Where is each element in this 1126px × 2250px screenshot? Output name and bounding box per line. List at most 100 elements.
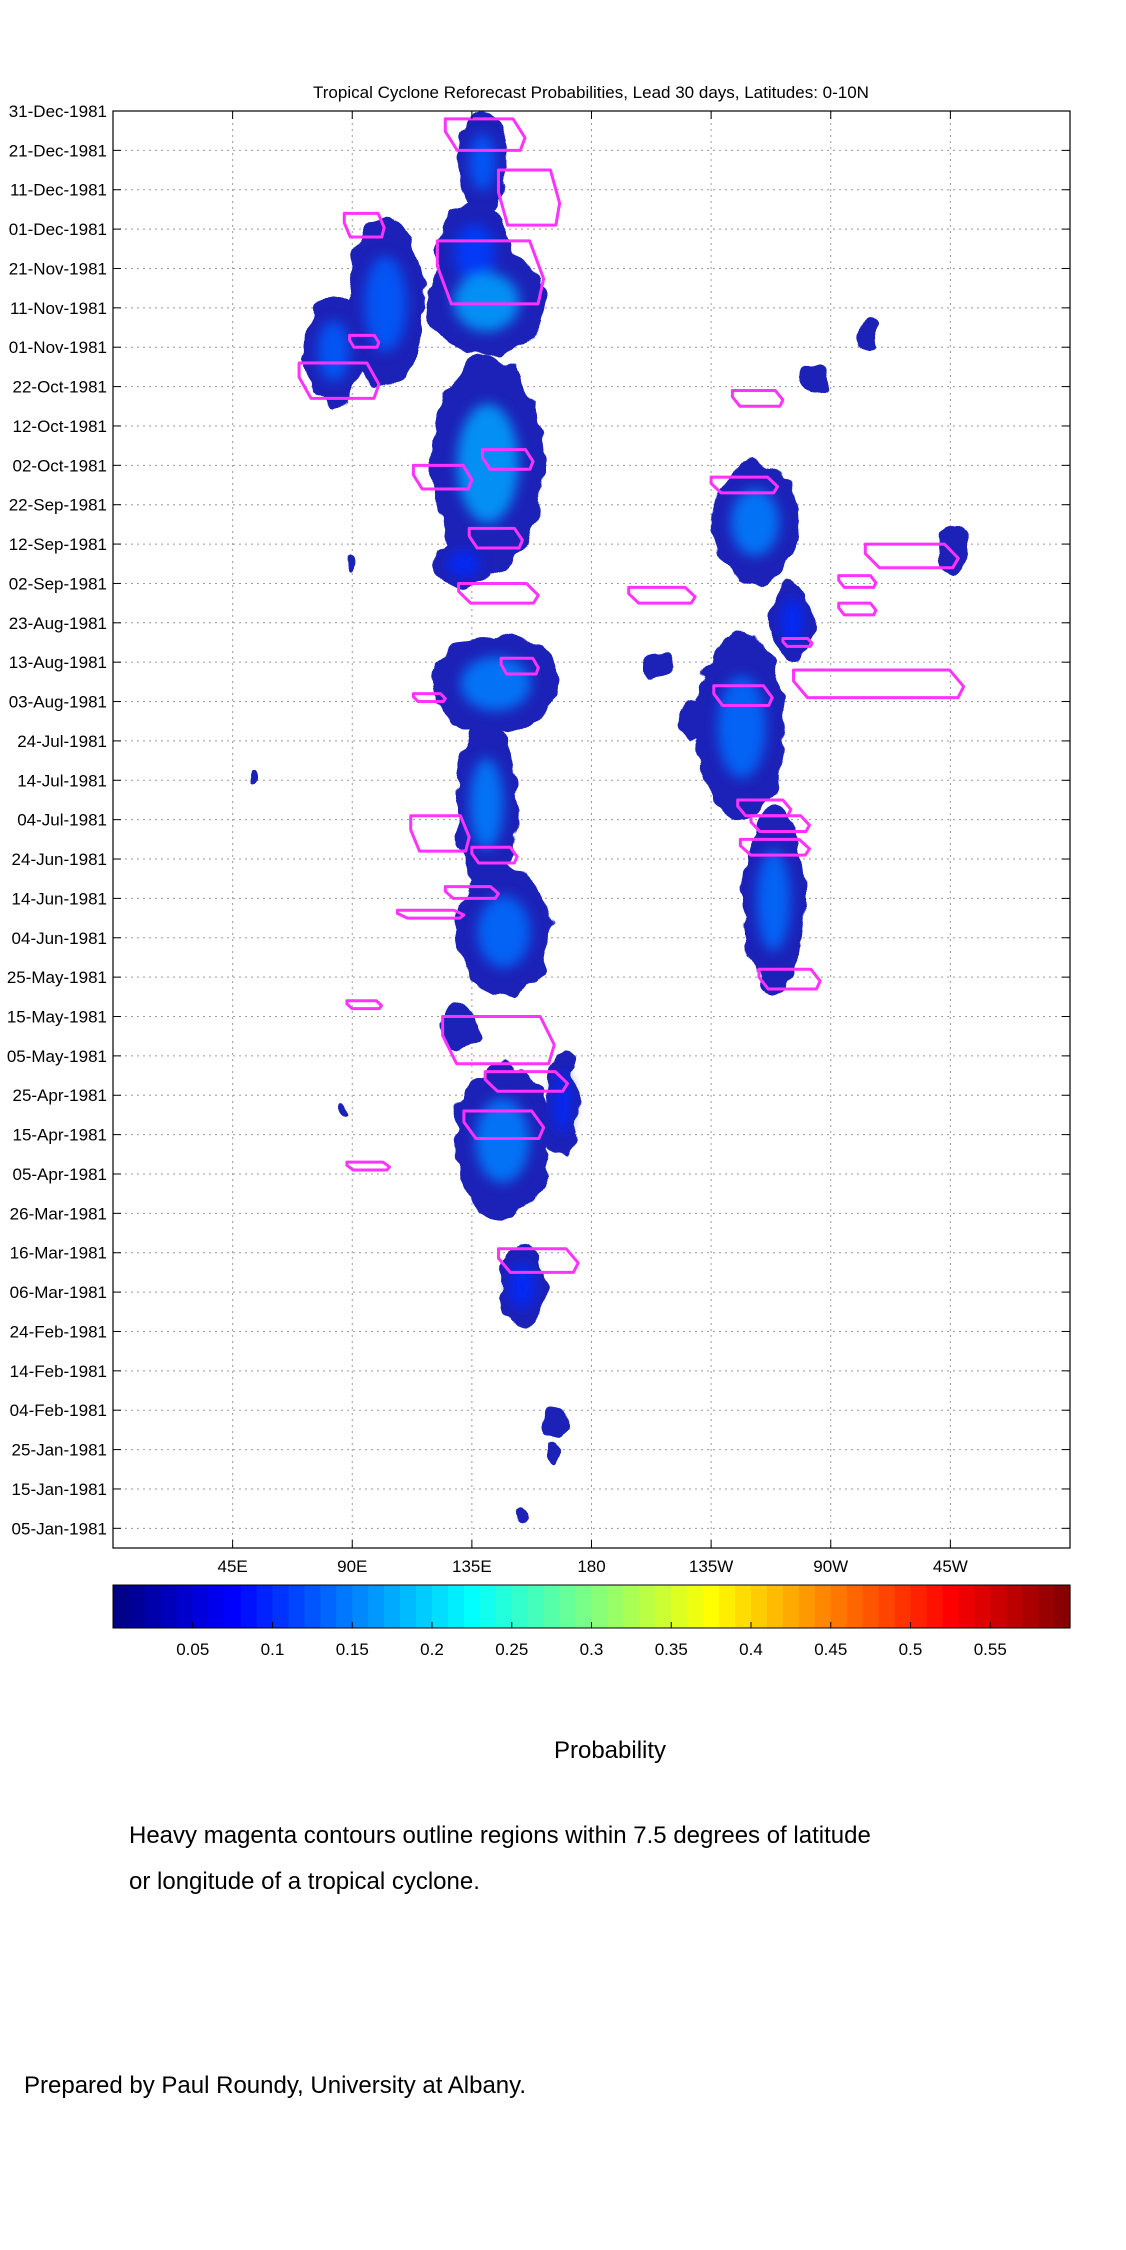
y-tick-label: 01-Dec-1981: [9, 220, 107, 239]
y-tick-label: 11-Nov-1981: [10, 299, 107, 318]
x-tick-label: 135E: [452, 1557, 492, 1576]
contour-note-line-1: Heavy magenta contours outline regions w…: [129, 1822, 871, 1849]
colorbar-swatch: [288, 1585, 305, 1628]
colorbar-swatch: [416, 1585, 433, 1628]
colorbar-swatch: [495, 1585, 513, 1628]
probability-core: [447, 550, 480, 577]
colorbar-swatch: [910, 1585, 928, 1628]
colorbar-swatch: [719, 1585, 736, 1628]
colorbar-swatch: [463, 1585, 481, 1628]
y-tick-label: 04-Jun-1981: [12, 929, 107, 948]
colorbar-swatch: [926, 1585, 943, 1628]
cyclone-contour: [443, 885, 500, 900]
colorbar-swatch: [320, 1585, 337, 1628]
y-tick-label: 24-Jun-1981: [12, 850, 107, 869]
y-tick-label: 24-Jul-1981: [17, 732, 107, 751]
probability-field: [248, 111, 969, 1525]
colorbar-swatch: [990, 1585, 1007, 1628]
y-tick-label: 15-May-1981: [7, 1008, 107, 1027]
colorbar-swatch: [224, 1585, 242, 1628]
y-tick-label: 22-Sep-1981: [9, 496, 107, 515]
x-tick-label: 180: [577, 1557, 605, 1576]
probability-region: [798, 366, 831, 391]
colorbar-ticks: 0.05 0.1 0.15 0.2 0.25 0.3 0.35 0.4 0.45 0.5 0.55: [176, 1622, 1007, 1659]
colorbar-swatch: [208, 1585, 226, 1628]
colorbar-swatch: [368, 1585, 385, 1628]
colorbar-swatch: [974, 1585, 991, 1628]
colorbar-swatch: [591, 1585, 609, 1628]
cyclone-contour: [470, 845, 519, 865]
cyclone-contour: [348, 333, 381, 349]
colorbar-tick-label: 0.3: [580, 1640, 604, 1659]
probability-region: [546, 1406, 571, 1434]
colorbar-swatch: [671, 1585, 688, 1628]
cyclone-contour: [792, 668, 966, 700]
cyclone-contour: [409, 814, 471, 853]
plot-area: 31-Dec-1981 21-Dec-1981 11-Dec-1981 01-Dec-…: [7, 102, 1071, 1576]
colorbar-swatch: [256, 1585, 274, 1628]
cyclone-contour: [738, 837, 811, 857]
cyclone-contour: [395, 908, 466, 920]
y-axis: 31-Dec-1981 21-Dec-1981 11-Dec-1981 01-Dec-…: [7, 102, 1070, 1538]
colorbar-tick-label: 0.15: [336, 1640, 369, 1659]
y-tick-label: 21-Dec-1981: [9, 141, 107, 160]
y-tick-label: 31-Dec-1981: [9, 102, 107, 121]
colorbar-swatch: [113, 1585, 130, 1628]
cyclone-contour: [757, 967, 822, 991]
colorbar-swatch: [479, 1585, 497, 1628]
probability-region: [514, 1508, 526, 1525]
y-tick-label: 14-Jul-1981: [17, 771, 107, 790]
cyclone-contour: [345, 999, 383, 1011]
y-tick-label: 05-Apr-1981: [12, 1165, 107, 1184]
probability-core: [477, 896, 531, 968]
x-tick-label: 45W: [933, 1557, 968, 1576]
colorbar-swatch: [862, 1585, 880, 1628]
colorbar-swatch: [751, 1585, 768, 1628]
colorbar-swatch: [703, 1585, 720, 1628]
cyclone-contour: [627, 585, 697, 605]
plot-background: [113, 111, 1070, 1548]
probability-core: [509, 1263, 536, 1309]
y-tick-label: 25-May-1981: [7, 968, 107, 987]
x-tick-label: 135W: [689, 1557, 733, 1576]
colorbar-swatch: [687, 1585, 704, 1628]
y-tick-label: 14-Jun-1981: [12, 889, 107, 908]
cyclone-contour: [730, 389, 785, 408]
colorbar-swatches: [113, 1585, 1071, 1628]
colorbar-tick-label: 0.55: [974, 1640, 1007, 1659]
cyclone-contour: [481, 448, 535, 471]
colorbar-swatch: [846, 1585, 864, 1628]
colorbar-swatch: [128, 1585, 146, 1628]
probability-region: [338, 1103, 347, 1119]
colorbar-swatch: [1054, 1585, 1071, 1628]
colorbar-swatch: [830, 1585, 848, 1628]
probability-region: [679, 701, 709, 741]
cyclone-contour: [781, 637, 814, 648]
cyclone-contour: [496, 168, 562, 227]
cyclone-contour: [443, 117, 527, 152]
probability-core: [756, 849, 791, 952]
colorbar-swatch: [432, 1585, 449, 1628]
colorbar-swatch: [878, 1585, 896, 1628]
colorbar-swatch: [782, 1585, 800, 1628]
y-tick-label: 05-Jan-1981: [12, 1519, 107, 1538]
y-tick-label: 01-Nov-1981: [9, 338, 107, 357]
colorbar-swatch: [240, 1585, 258, 1628]
x-tick-label: 45E: [218, 1557, 248, 1576]
colorbar-swatch: [272, 1585, 290, 1628]
colorbar-swatch: [144, 1585, 162, 1628]
y-tick-label: 25-Jan-1981: [12, 1441, 107, 1460]
cyclone-contour: [837, 601, 878, 617]
colorbar-title: Probability: [553, 1737, 667, 1764]
colorbar-swatch: [527, 1585, 545, 1628]
colorbar-tick-label: 0.4: [739, 1640, 763, 1659]
y-tick-label: 04-Feb-1981: [10, 1401, 107, 1420]
colorbar-swatch: [160, 1585, 178, 1628]
colorbar-swatch: [1038, 1585, 1055, 1628]
colorbar-tick-label: 0.2: [420, 1640, 444, 1659]
cyclone-contour: [712, 684, 774, 707]
colorbar-swatch: [655, 1585, 672, 1628]
probability-core: [781, 598, 804, 644]
colorbar-tick-label: 0.25: [495, 1640, 528, 1659]
y-tick-label: 15-Jan-1981: [12, 1480, 107, 1499]
